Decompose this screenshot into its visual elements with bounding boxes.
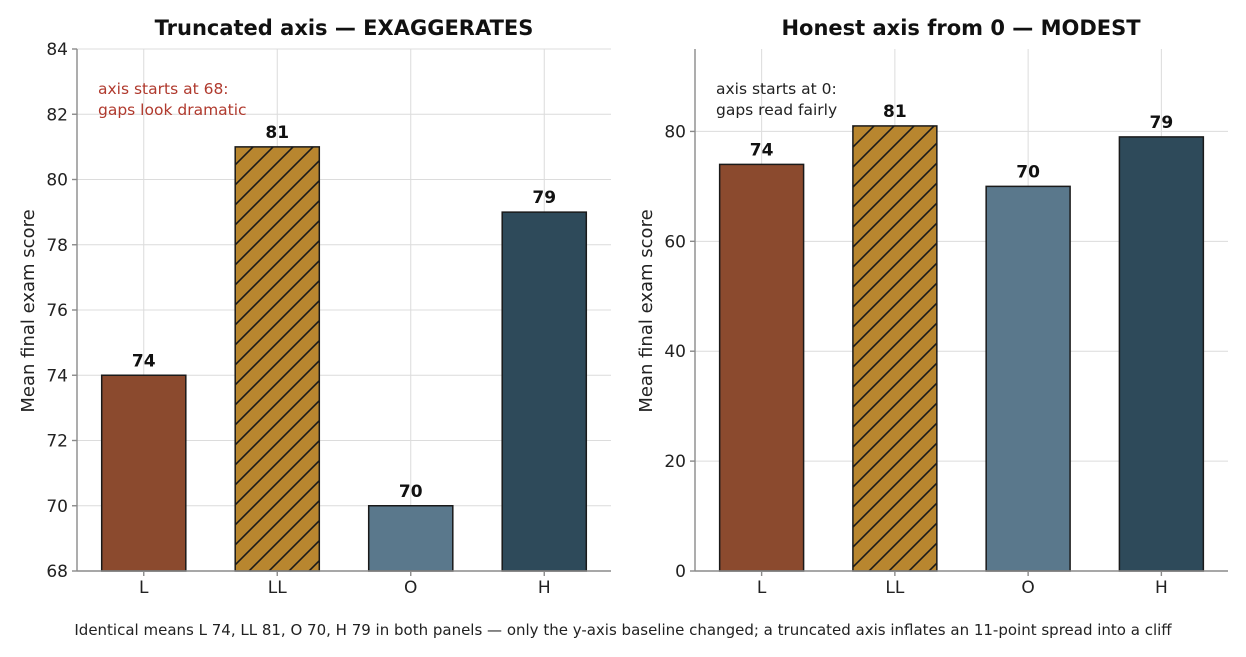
- y-tick-label: 0: [675, 562, 686, 582]
- x-tick-label: O: [404, 578, 417, 598]
- y-tick-label: 74: [46, 366, 68, 386]
- axis-annotation: axis starts at 68:: [98, 80, 229, 98]
- y-tick-label: 60: [664, 232, 686, 252]
- y-tick-label: 20: [664, 452, 686, 472]
- y-axis-label: Mean final exam score: [636, 209, 657, 412]
- y-axis-label: Mean final exam score: [18, 209, 39, 412]
- y-tick-label: 84: [46, 40, 68, 60]
- y-tick-label: 78: [46, 236, 68, 256]
- panel-title: Truncated axis — EXAGGERATES: [155, 16, 534, 40]
- y-tick-label: 40: [664, 342, 686, 362]
- x-tick-label: LL: [268, 578, 287, 598]
- axis-annotation: axis starts at 0:: [716, 80, 837, 98]
- y-tick-label: 68: [46, 562, 68, 582]
- value-label: 70: [399, 482, 423, 502]
- bar-h: [501, 211, 588, 572]
- figure-caption: Identical means L 74, LL 81, O 70, H 79 …: [74, 621, 1172, 639]
- y-tick-label: 76: [46, 301, 68, 321]
- x-tick-label: O: [1021, 578, 1034, 598]
- axis-annotation: gaps read fairly: [716, 101, 837, 119]
- bar-ll: [234, 146, 321, 572]
- x-tick-label: H: [538, 578, 551, 598]
- bar-o: [985, 185, 1071, 572]
- x-tick-label: H: [1155, 578, 1168, 598]
- bar-l: [100, 374, 187, 572]
- value-label: 74: [132, 351, 156, 371]
- value-label: 70: [1016, 162, 1040, 182]
- value-label: 81: [883, 102, 907, 122]
- x-tick-label: LL: [885, 578, 904, 598]
- value-label: 74: [750, 140, 774, 160]
- y-tick-label: 80: [46, 171, 68, 191]
- x-tick-label: L: [139, 578, 149, 598]
- bar-h: [1118, 136, 1205, 572]
- value-label: 79: [1150, 113, 1174, 133]
- y-tick-label: 72: [46, 432, 68, 452]
- axis-annotation: gaps look dramatic: [98, 101, 247, 119]
- bar-l: [718, 163, 805, 572]
- bar-ll: [852, 125, 938, 572]
- value-label: 81: [265, 123, 289, 143]
- panel-title: Honest axis from 0 — MODEST: [781, 16, 1141, 40]
- value-label: 79: [532, 188, 556, 208]
- x-tick-label: L: [757, 578, 767, 598]
- y-tick-label: 80: [664, 122, 686, 142]
- bar-o: [367, 505, 454, 572]
- y-tick-label: 70: [46, 497, 68, 517]
- y-tick-label: 82: [46, 105, 68, 125]
